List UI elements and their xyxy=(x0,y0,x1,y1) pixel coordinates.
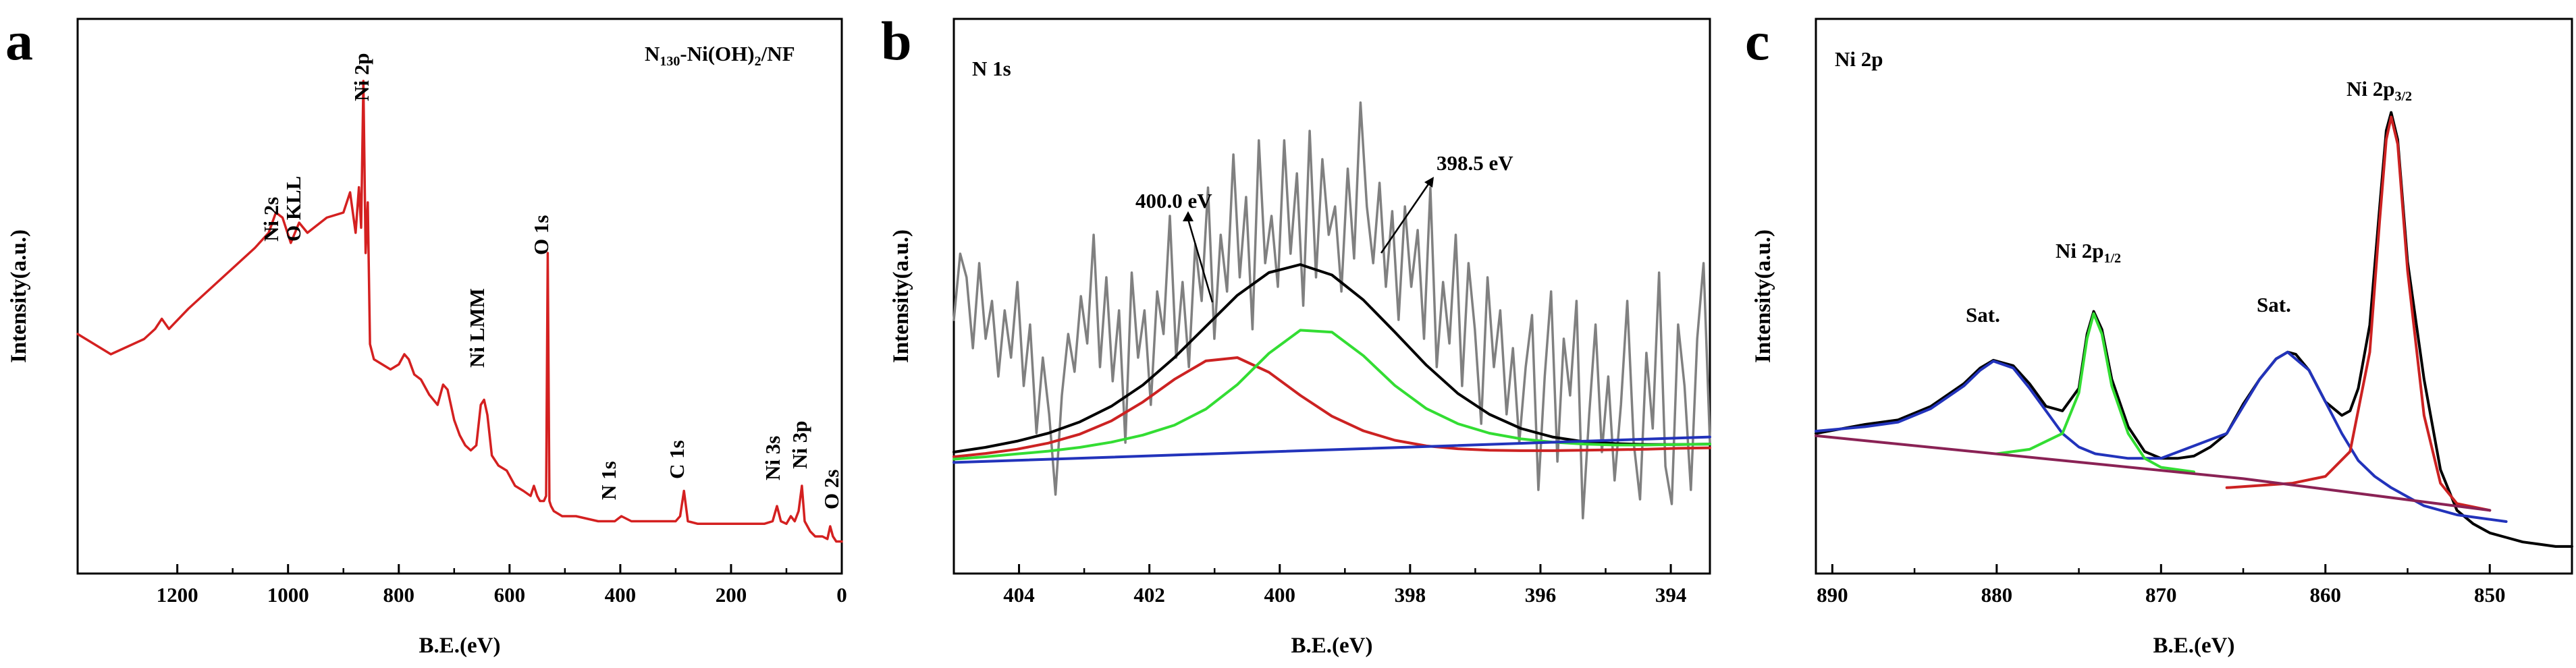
annot-ni-3s: Ni 3s xyxy=(761,436,784,480)
series-c-ni-2p1-2 xyxy=(1995,312,2195,474)
x-tick-label-a-1: 1000 xyxy=(267,583,309,607)
panel-b-plot-area xyxy=(952,101,1711,520)
x-tick-label-a-4: 400 xyxy=(605,583,637,607)
series-c-fit-envelope xyxy=(1815,111,2573,548)
x-tick-label-b-5: 394 xyxy=(1655,583,1687,607)
annot-n-1s: N 1s xyxy=(597,461,620,500)
series-c-background xyxy=(1815,434,2492,512)
x-tick-label-c-2: 870 xyxy=(2145,583,2177,607)
annot-398-5-ev: 398.5 eV xyxy=(1437,151,1513,175)
x-tick-label-b-3: 398 xyxy=(1395,583,1426,607)
annot-o-kll: O KLL xyxy=(281,176,305,242)
panel-a-y-axis-title: Intensity(a.u.) xyxy=(7,229,31,363)
x-tick-label-b-2: 400 xyxy=(1264,583,1296,607)
x-tick-label-a-2: 800 xyxy=(383,583,415,607)
panel-a-letter: a xyxy=(5,10,33,72)
arrow-400-ev-head xyxy=(1183,211,1193,221)
panel-b-n1s: b 404 402 400 398 396 394 B.E.(eV) Intensity(… xyxy=(881,10,1711,658)
panel-a-plot-area xyxy=(76,80,843,543)
series-c-raw xyxy=(1815,111,2573,548)
annot-ni-3p: Ni 3p xyxy=(788,421,811,470)
x-tick-label-c-4: 850 xyxy=(2474,583,2506,607)
x-tick-label-a-3: 600 xyxy=(494,583,526,607)
panel-b-letter: b xyxy=(881,10,912,72)
annot-ni-2s: Ni 2s xyxy=(259,197,283,242)
panel-a-x-axis-title: B.E.(eV) xyxy=(419,634,501,658)
arrow-398-5-ev xyxy=(1380,182,1431,254)
x-tick-label-a-6: 0 xyxy=(836,583,847,607)
panel-b-x-axis: 404 402 400 398 396 394 xyxy=(1003,564,1686,607)
panel-b-x-axis-title: B.E.(eV) xyxy=(1291,634,1373,658)
panel-a-plot-frame xyxy=(76,18,843,575)
annot-ni-2p: Ni 2p xyxy=(350,53,373,102)
annot-ni-lmm: Ni LMM xyxy=(465,288,489,368)
panel-a-survey: a 1200 1000 800 600 400 200 0 B.E.(eV) Intensi… xyxy=(5,10,847,658)
panel-c-title: Ni 2p xyxy=(1835,47,1883,71)
panel-c-plot-frame xyxy=(1815,18,2573,575)
annot-c-1s: C 1s xyxy=(665,440,689,479)
panel-a-x-axis: 1200 1000 800 600 400 200 0 xyxy=(157,564,847,607)
x-tick-label-c-3: 860 xyxy=(2310,583,2342,607)
annot-o-1s: O 1s xyxy=(529,215,553,255)
x-tick-label-c-1: 880 xyxy=(1981,583,2013,607)
annot-400-ev: 400.0 eV xyxy=(1135,189,1212,213)
series-b-background xyxy=(952,435,1711,464)
x-tick-label-b-0: 404 xyxy=(1003,583,1035,607)
panel-b-y-axis-title: Intensity(a.u.) xyxy=(889,229,913,363)
series-b-398-5-ev-component xyxy=(952,329,1711,461)
panel-b-title: N 1s xyxy=(972,57,1011,80)
series-a-survey xyxy=(76,80,843,543)
x-tick-label-b-4: 396 xyxy=(1525,583,1557,607)
panel-c-plot-area xyxy=(1815,111,2573,548)
panel-c-y-axis-title: Intensity(a.u.) xyxy=(1751,229,1775,363)
annot-ni-2p32: Ni 2p3/2 xyxy=(2346,77,2412,104)
arrow-400-ev xyxy=(1187,219,1214,303)
panel-b-plot-frame xyxy=(952,18,1711,575)
x-tick-label-c-0: 890 xyxy=(1817,583,1848,607)
x-tick-label-a-0: 1200 xyxy=(157,583,198,607)
series-b-400-0-ev-component xyxy=(952,356,1711,458)
panel-c-x-axis: 890 880 870 860 850 xyxy=(1817,564,2506,607)
panel-a-sample-title: N130-Ni(OH)2/NF xyxy=(645,42,795,69)
series-c-ni-2p3-2 xyxy=(2225,115,2492,512)
arrow-398-5-ev-head xyxy=(1424,177,1434,188)
panel-c-ni2p: c 890 880 870 860 850 B.E.(eV) Intensity(a.u… xyxy=(1745,10,2573,658)
series-b-raw xyxy=(952,101,1711,520)
x-tick-label-b-1: 402 xyxy=(1133,583,1165,607)
panel-c-letter: c xyxy=(1745,10,1769,72)
annot-ni-2p12: Ni 2p1/2 xyxy=(2056,239,2121,266)
annot-sat-880: Sat. xyxy=(1966,303,2000,327)
annot-o-2s: O 2s xyxy=(820,470,843,509)
x-tick-label-a-5: 200 xyxy=(716,583,747,607)
annot-sat-862: Sat. xyxy=(2257,293,2291,316)
series-c-sat-880-ev- xyxy=(1815,350,2508,523)
panel-c-x-axis-title: B.E.(eV) xyxy=(2153,634,2235,658)
